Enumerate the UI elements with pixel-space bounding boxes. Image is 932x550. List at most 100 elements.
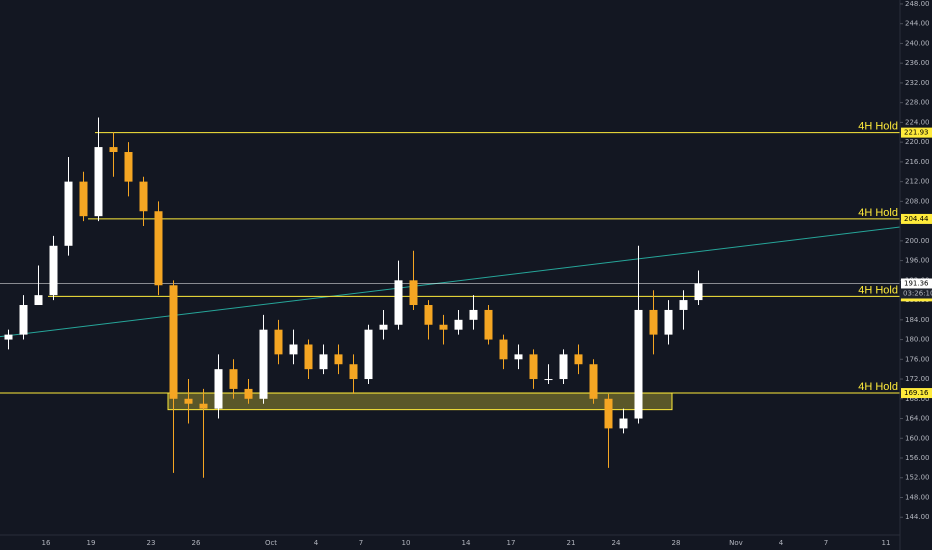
x-tick-label: Nov	[729, 539, 743, 547]
last-price-label: 191.36	[904, 279, 929, 287]
level-tag	[901, 388, 932, 399]
candle-body	[679, 300, 688, 310]
y-tick-label: 224.00	[905, 118, 930, 126]
level-tag-label: 221.93	[904, 129, 929, 137]
candle-body	[499, 339, 508, 360]
y-tick-label: 176.00	[905, 355, 930, 363]
candle-body	[109, 147, 118, 153]
y-tick-label: 240.00	[905, 39, 930, 47]
candle-body	[529, 354, 538, 380]
y-tick-label: 172.00	[905, 375, 930, 383]
candle-body	[199, 403, 208, 409]
candle-body	[184, 398, 193, 404]
candle-body	[289, 344, 298, 355]
candle-body	[364, 329, 373, 380]
level-note: 4H Hold	[858, 284, 898, 296]
y-tick-label: 216.00	[905, 158, 930, 166]
level-tag	[901, 213, 932, 224]
candle-body	[79, 181, 88, 217]
y-tick-label: 168.00	[905, 395, 930, 403]
candle-body	[469, 309, 478, 320]
candle-body	[124, 152, 133, 182]
candle-body	[544, 379, 553, 381]
candle-body	[304, 344, 313, 370]
candle-body	[589, 364, 598, 399]
x-tick-label: 14	[462, 539, 471, 547]
x-tick-label: 16	[42, 539, 51, 547]
countdown-label: 03:26:10	[903, 289, 932, 297]
candle-body	[379, 324, 388, 330]
y-tick-label: 184.00	[905, 316, 930, 324]
y-tick-label: 220.00	[905, 138, 930, 146]
y-tick-label: 148.00	[905, 493, 930, 501]
x-tick-label: 24	[612, 539, 621, 547]
y-tick-label: 144.00	[905, 513, 930, 521]
x-tick-label: Oct	[265, 539, 277, 547]
candle-body	[574, 354, 583, 365]
candle-body	[334, 354, 343, 365]
candle-body	[409, 280, 418, 306]
y-tick-label: 152.00	[905, 474, 930, 482]
x-tick-label: 17	[507, 539, 516, 547]
candle-body	[604, 398, 613, 429]
level-tag-label: 169.16	[904, 389, 929, 397]
y-tick-label: 200.00	[905, 237, 930, 245]
candle-body	[454, 319, 463, 330]
x-tick-label: 11	[882, 539, 891, 547]
y-tick-label: 156.00	[905, 454, 930, 462]
x-tick-label: 28	[672, 539, 681, 547]
candle-body	[139, 181, 148, 212]
candle-body	[559, 354, 568, 380]
candle-body	[154, 211, 163, 286]
candle-body	[94, 147, 103, 217]
level-tag-label: 204.44	[904, 215, 929, 223]
candle-body	[664, 309, 673, 335]
candle-body	[49, 245, 58, 296]
x-tick-label: 26	[192, 539, 201, 547]
candle-body	[34, 295, 43, 306]
candle-body	[274, 329, 283, 355]
y-tick-label: 232.00	[905, 79, 930, 87]
candle-body	[619, 418, 628, 429]
candle-body	[649, 309, 658, 335]
countdown-tag	[901, 288, 932, 299]
y-tick-label: 248.00	[905, 0, 930, 8]
y-tick-label: 236.00	[905, 59, 930, 67]
x-tick-label: 23	[147, 539, 156, 547]
y-tick-label: 228.00	[905, 99, 930, 107]
candle-body	[259, 329, 268, 399]
level-note: 4H Hold	[858, 381, 898, 393]
level-note: 4H Hold	[858, 121, 898, 133]
candle-body	[514, 354, 523, 360]
x-tick-label: 7	[359, 539, 363, 547]
y-tick-label: 164.00	[905, 415, 930, 423]
y-tick-label: 160.00	[905, 434, 930, 442]
candle-body	[19, 305, 28, 335]
x-tick-label: 7	[824, 539, 828, 547]
trend-line	[0, 226, 900, 338]
level-note: 4H Hold	[858, 207, 898, 219]
candle-body	[694, 283, 703, 301]
plot-area	[0, 117, 900, 478]
candle-body	[394, 280, 403, 325]
candle-body	[229, 369, 238, 389]
last-price-tag	[901, 278, 932, 289]
y-tick-label: 212.00	[905, 178, 930, 186]
x-tick-label: 4	[779, 539, 784, 547]
candle-body	[319, 354, 328, 370]
candle-body	[64, 181, 73, 246]
candle-body	[4, 334, 13, 340]
y-tick-label: 244.00	[905, 20, 930, 28]
candle-body	[349, 364, 358, 380]
y-tick-label: 208.00	[905, 197, 930, 205]
candle-body	[424, 305, 433, 325]
candle-body	[484, 309, 493, 340]
candle-body	[244, 388, 253, 399]
y-tick-label: 196.00	[905, 257, 930, 265]
x-tick-label: 4	[314, 539, 319, 547]
x-tick-label: 10	[402, 539, 411, 547]
candle-body	[634, 309, 643, 419]
